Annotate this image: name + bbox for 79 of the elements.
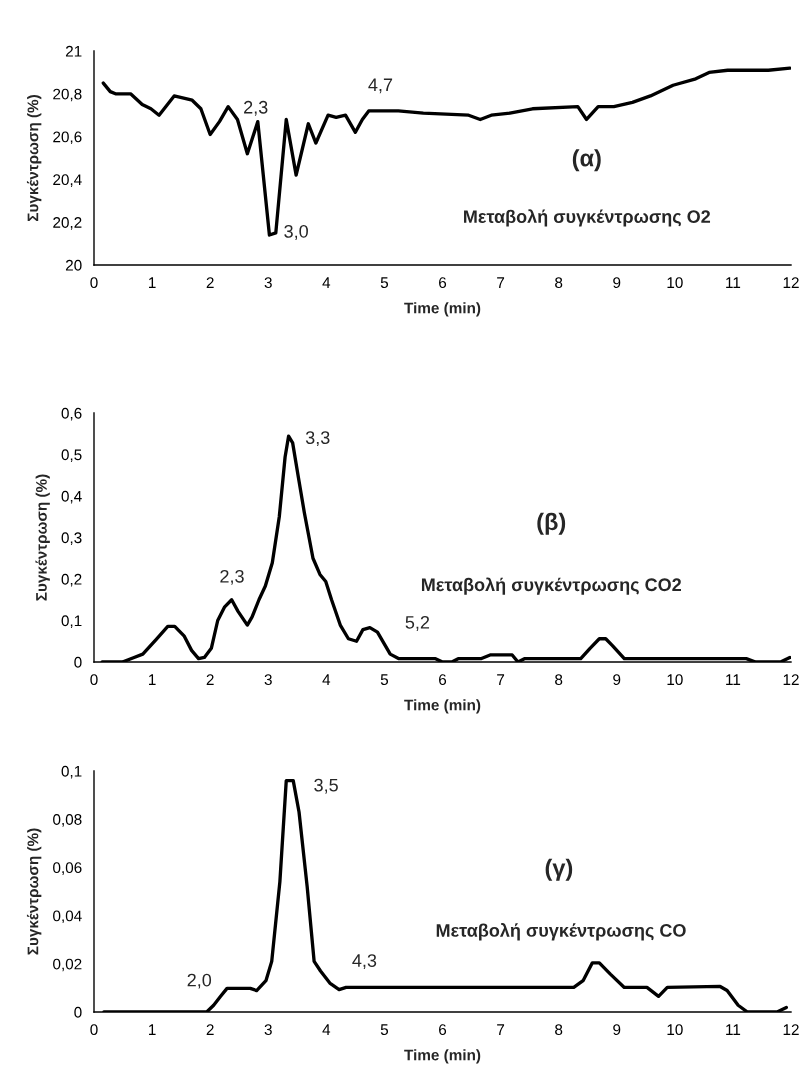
x-tick-label: 6 <box>439 277 447 289</box>
x-tick-label: 4 <box>322 1024 331 1035</box>
x-tick-label: 7 <box>497 1024 505 1035</box>
text: Μεταβολή συγκέντρωσης CO2 <box>421 577 681 595</box>
x-tick-label: 11 <box>726 674 741 685</box>
x-tick-label: 9 <box>613 277 621 289</box>
x-tick-label: 0 <box>90 1024 98 1036</box>
y-tick-label: 0,04 <box>53 910 82 924</box>
annotation: 2,3 <box>244 100 268 116</box>
annotation: 3,5 <box>314 778 338 794</box>
x-tick-label: 6 <box>439 674 447 686</box>
annotation: 3,0 <box>284 224 308 240</box>
y-tick-label: 0,1 <box>61 765 82 779</box>
x-axis-title: Time (min) <box>404 1049 481 1064</box>
text: Μεταβολή συγκέντρωσης CO <box>436 923 686 941</box>
annotation: 4,7 <box>368 78 393 94</box>
y-axis-title: Συγκέντρωση (%) <box>26 95 42 222</box>
x-tick-label: 10 <box>667 674 683 686</box>
y-tick-label: 0,02 <box>53 958 82 972</box>
annotation: 2,3 <box>220 569 244 585</box>
y-axis-title: Συγκέντρωση (%) <box>35 474 50 601</box>
x-tick-label: 3 <box>264 1024 272 1036</box>
x-tick-label: 4 <box>322 674 331 685</box>
x-tick-label: 5 <box>380 674 389 686</box>
x-tick-label: 1 <box>149 1024 156 1035</box>
y-tick-label: 20,4 <box>53 174 82 187</box>
x-tick-label: 8 <box>555 1024 563 1036</box>
x-tick-label: 9 <box>613 674 621 686</box>
y-tick-label: 0,4 <box>61 490 82 504</box>
annotation: 3,3 <box>305 431 330 447</box>
x-tick-label: 2 <box>206 1024 214 1035</box>
x-tick-label: 2 <box>206 277 214 288</box>
y-tick-label: 21 <box>65 45 82 57</box>
text: Μεταβολή συγκέντρωσης O2 <box>464 209 711 227</box>
y-tick-label: 20,6 <box>53 131 82 145</box>
x-tick-label: 3 <box>264 277 272 289</box>
y-tick-label: 0 <box>74 656 82 668</box>
x-axis-title: Time (min) <box>404 302 481 317</box>
x-tick-label: 0 <box>90 674 98 686</box>
x-tick-label: 9 <box>613 1024 621 1036</box>
y-tick-label: 0,06 <box>53 862 82 875</box>
x-tick-label: 12 <box>783 1024 799 1035</box>
x-tick-label: 12 <box>783 277 799 288</box>
x-tick-label: 1 <box>149 277 156 288</box>
x-tick-label: 10 <box>667 277 683 289</box>
x-axis-title: Time (min) <box>404 699 481 714</box>
text: (β) <box>537 512 566 535</box>
x-tick-label: 10 <box>667 1024 683 1036</box>
x-tick-label: 7 <box>497 277 505 288</box>
x-tick-label: 5 <box>380 1024 389 1036</box>
y-tick-label: 0,1 <box>61 615 82 628</box>
annotation: 5,2 <box>405 615 430 631</box>
x-tick-label: 5 <box>380 277 389 289</box>
x-tick-label: 0 <box>90 277 98 289</box>
text: (α) <box>572 149 601 172</box>
y-tick-label: 0 <box>74 1006 82 1018</box>
annotation: 2,0 <box>187 973 212 989</box>
y-tick-label: 20,2 <box>53 217 82 230</box>
y-tick-label: 0,6 <box>61 407 82 421</box>
x-tick-label: 3 <box>264 674 272 686</box>
x-tick-label: 8 <box>555 277 563 289</box>
x-tick-label: 4 <box>322 277 331 288</box>
x-tick-label: 12 <box>783 674 799 685</box>
y-tick-label: 0,08 <box>53 814 82 827</box>
text: (γ) <box>545 858 573 881</box>
y-tick-label: 0,5 <box>61 449 82 462</box>
x-tick-label: 2 <box>206 674 214 685</box>
x-tick-label: 6 <box>439 1024 447 1036</box>
x-tick-label: 1 <box>149 674 156 685</box>
x-tick-label: 11 <box>726 277 741 288</box>
annotation: 4,3 <box>352 954 377 970</box>
x-tick-label: 8 <box>555 674 563 686</box>
y-tick-label: 20 <box>65 259 82 271</box>
x-tick-label: 11 <box>726 1024 741 1035</box>
y-tick-label: 0,3 <box>61 532 82 545</box>
y-tick-label: 0,2 <box>61 573 82 587</box>
x-tick-label: 7 <box>497 674 505 685</box>
y-tick-label: 20,8 <box>53 88 82 102</box>
y-axis-title: Συγκέντρωση (%) <box>26 828 42 955</box>
